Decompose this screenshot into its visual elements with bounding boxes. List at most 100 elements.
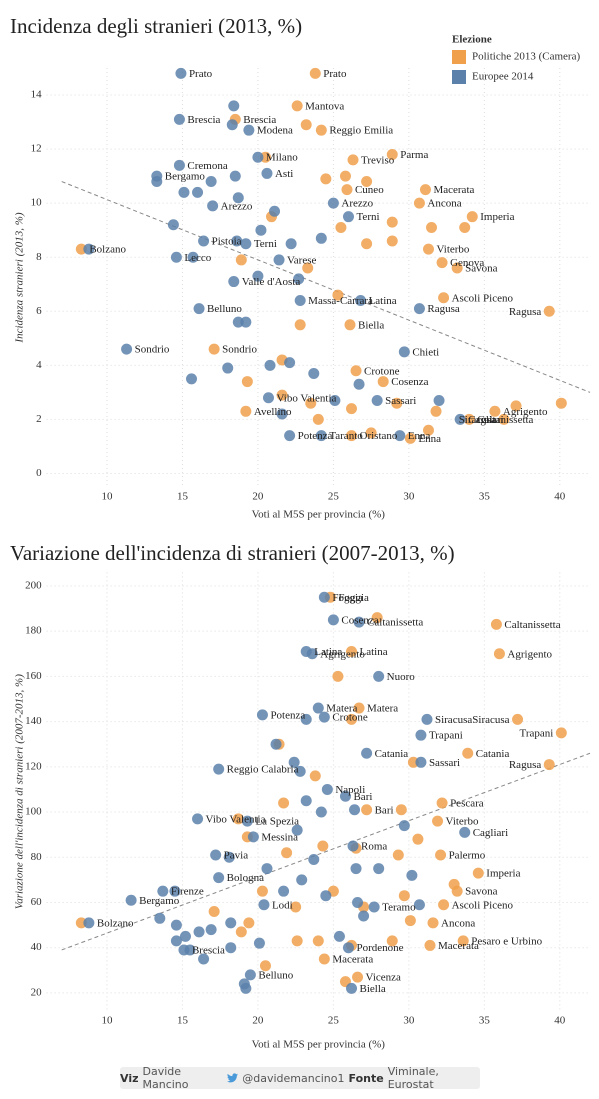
point-label: Caltanissetta [477,414,533,426]
legend-label: Politiche 2013 (Camera) [472,51,580,63]
point-label: Parma [400,149,428,161]
point [208,343,220,355]
point-label: Bolzano [97,917,134,929]
point [288,756,300,768]
point-label: Bologna [227,872,264,884]
point [327,614,339,626]
point [438,899,450,911]
point [228,100,240,112]
y-axis-label: Variazione dell'incidenza di stranieri (… [14,674,26,909]
point [235,254,247,266]
point [228,276,240,288]
point [341,184,353,196]
footer-author: Davide Mancino [142,1065,189,1091]
point [407,756,419,768]
point [424,939,436,951]
x-tick-label: 25 [328,1015,340,1027]
point-label: Pavia [224,850,249,862]
point [312,935,324,947]
point-label: Ragusa [509,759,542,771]
x-axis-label: Voti al M5S per provincia (%) [252,1039,386,1051]
point [240,405,252,417]
point [240,316,252,328]
y-tick-label: 100 [25,806,42,818]
point [426,221,438,233]
y-tick-label: 60 [31,896,43,908]
point [398,890,410,902]
point [339,170,351,182]
point [315,124,327,136]
point [321,783,333,795]
point [344,319,356,331]
point [430,405,442,417]
point-label: Valle d'Aosta [242,276,301,288]
point [291,100,303,112]
point-label: Ancona [427,198,461,210]
point [207,200,219,212]
point [347,840,359,852]
point [256,709,268,721]
point-label: Agrigento [503,406,548,418]
point [421,713,433,725]
point-label: Caltanissetta [367,617,423,629]
point [371,612,383,624]
point-label: Massa-Carrara [308,295,373,307]
point [352,971,364,983]
point [543,305,555,317]
point [75,917,87,929]
point [377,376,389,388]
point [346,430,358,442]
point [415,756,427,768]
point-label: Avellino [254,406,292,418]
point [433,394,445,406]
point [167,219,179,231]
point-label: Cosenza [341,614,378,626]
point-label: Matera [326,703,357,715]
point [427,917,439,929]
point-label: Lodi [272,899,293,911]
point [320,890,332,902]
point-label: Catania [476,748,510,760]
point [192,186,204,198]
point [404,915,416,927]
point-label: Imperia [480,211,514,223]
point [462,747,474,759]
point [252,270,264,282]
point-label: Macerata [332,954,373,966]
legend-title: Elezione [452,34,492,46]
point-label: Ascoli Piceno [452,899,514,911]
point [419,184,431,196]
point [294,294,306,306]
point-label: Trapani [429,730,463,742]
chart-title: Incidenza degli stranieri (2013, %) [10,14,302,38]
x-tick-label: 40 [554,491,566,503]
point [347,154,359,166]
point [327,197,339,209]
point-label: Biella [360,983,386,995]
point-label: Pistoia [212,236,242,248]
point [296,874,308,886]
point [315,232,327,244]
point [225,917,237,929]
point [459,826,471,838]
point [463,413,475,425]
point-label: Pescara [450,798,484,810]
point [232,316,244,328]
point [489,405,501,417]
point [436,797,448,809]
point-label: Pordenone [356,942,403,954]
point-label: Biella [358,319,384,331]
point [213,763,225,775]
point [346,982,358,994]
point [352,896,364,908]
point [173,113,185,125]
legend-swatch [452,50,466,64]
point [243,124,255,136]
point [184,944,196,956]
point [422,243,434,255]
point [432,815,444,827]
point [543,759,555,771]
point-label: Ragusa [427,303,460,315]
point-label: Bergamo [139,895,180,907]
